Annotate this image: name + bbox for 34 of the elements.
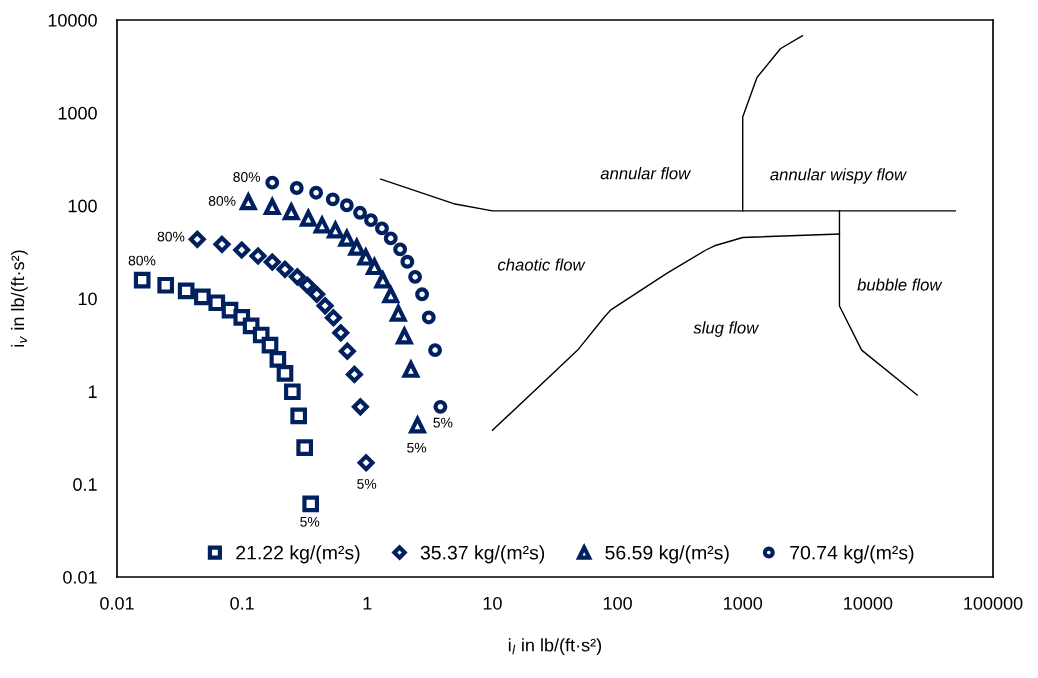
annotation: 80% bbox=[233, 172, 261, 182]
x-tick-label: 1000 bbox=[724, 596, 763, 610]
legend-label: 21.22 kg/(m²s) bbox=[236, 545, 360, 564]
x-tick-label: 100 bbox=[603, 596, 632, 610]
x-tick-label: 100000 bbox=[964, 596, 1023, 610]
legend-label: 35.37 kg/(m²s) bbox=[420, 545, 545, 564]
annotation: annular flow bbox=[600, 167, 692, 180]
x-axis-title: i$_{l}$ in lb/(ft·s²) bbox=[508, 638, 602, 656]
annotation: 5% bbox=[407, 442, 427, 453]
annotation: annular wispy flow bbox=[770, 168, 907, 184]
annotation: slug flow bbox=[693, 321, 760, 337]
annotation: 5% bbox=[357, 479, 377, 489]
y-tick-label: 10000 bbox=[48, 13, 97, 27]
annotation: 80% bbox=[157, 231, 185, 242]
y-tick-label: 0.1 bbox=[73, 478, 97, 491]
x-tick-label: 10000 bbox=[844, 596, 893, 610]
y-axis-title: i$_{v}$ in lb/(ft·s²) bbox=[10, 250, 28, 347]
annotation: bubble flow bbox=[857, 278, 943, 291]
y-tick-label: 1000 bbox=[58, 106, 97, 120]
y-tick-label: 100 bbox=[68, 199, 97, 213]
x-tick-label: 0.01 bbox=[100, 596, 134, 610]
x-tick-label: 1 bbox=[363, 597, 372, 610]
annotation: 80% bbox=[128, 255, 156, 266]
annotation: 80% bbox=[208, 196, 236, 206]
annotation: 5% bbox=[300, 516, 320, 527]
y-tick-label: 0.01 bbox=[63, 570, 97, 584]
y-tick-label: 1 bbox=[88, 385, 97, 398]
legend-label: 70.74 kg/(m²s) bbox=[790, 545, 914, 564]
annotation: chaotic flow bbox=[497, 258, 586, 271]
annotation: 5% bbox=[433, 417, 453, 428]
x-tick-label: 0.1 bbox=[230, 596, 254, 610]
x-tick-label: 10 bbox=[483, 596, 502, 610]
legend-label: 56.59 kg/(m²s) bbox=[605, 545, 729, 564]
y-tick-label: 10 bbox=[78, 292, 97, 306]
